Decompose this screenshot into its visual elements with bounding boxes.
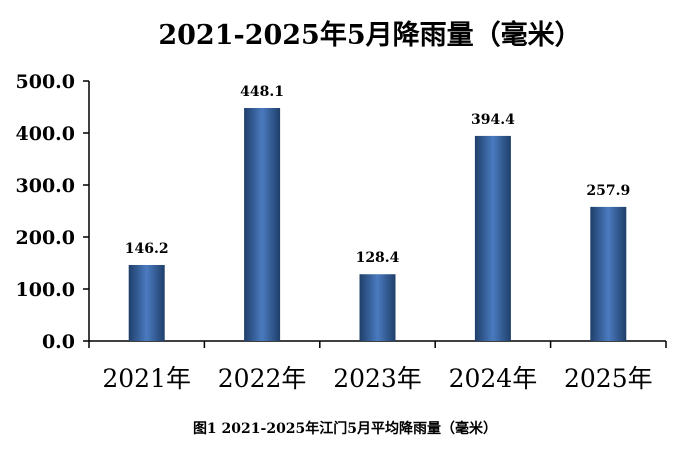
chart-title: 2021-2025年5月降雨量（毫米）	[158, 19, 581, 51]
bars	[128, 107, 627, 341]
x-tick-label: 2021年	[102, 364, 191, 393]
bar-value-label: 448.1	[240, 84, 284, 100]
y-tick-label: 100.0	[16, 279, 76, 301]
bar-value-label: 128.4	[356, 250, 400, 266]
bar	[359, 274, 396, 341]
y-tick-label: 500.0	[16, 71, 76, 93]
bar-value-label: 146.2	[125, 241, 169, 257]
bar	[474, 135, 511, 341]
bar	[590, 206, 627, 341]
figure-caption: 图1 2021-2025年江门5月平均降雨量（毫米）	[192, 421, 498, 437]
bar-value-label: 394.4	[471, 112, 515, 128]
x-tick-label: 2022年	[218, 364, 307, 393]
y-tick-label: 0.0	[42, 331, 75, 353]
axes: 0.0 100.0 200.0 300.0 400.0 500.0	[16, 71, 667, 353]
x-tick-label: 2023年	[333, 364, 422, 393]
x-tick-label: 2024年	[449, 364, 538, 393]
y-tick-label: 400.0	[16, 123, 76, 145]
labels: 146.2 2021年 448.1 2022年 128.4 2023年 394.4 2024年…	[102, 84, 652, 393]
bar-value-label: 257.9	[586, 183, 630, 199]
y-tick-label: 200.0	[16, 227, 76, 249]
bar	[244, 107, 281, 341]
bar	[128, 264, 165, 341]
x-tick-label: 2025年	[564, 364, 653, 393]
y-tick-label: 300.0	[16, 175, 76, 197]
